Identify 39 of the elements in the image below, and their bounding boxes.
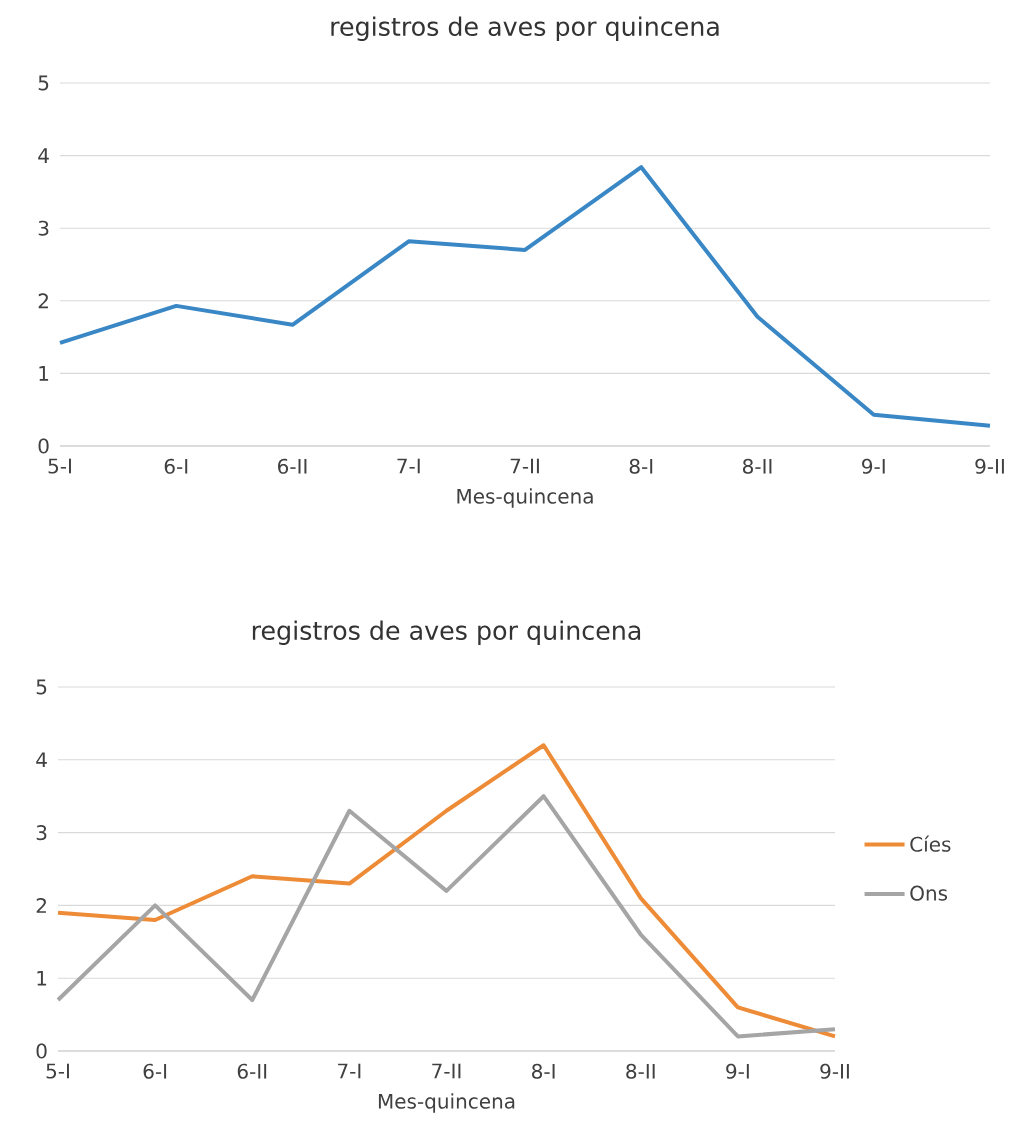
- x-tick-label: 5-I: [46, 1063, 69, 1079]
- chart-title: registros de aves por quincena: [252, 620, 641, 645]
- y-tick-label: 1: [39, 366, 49, 381]
- x-tick-label: 9-II: [975, 458, 1004, 474]
- x-tick-label: 9-I: [726, 1063, 749, 1079]
- y-tick-label: 5: [36, 679, 47, 695]
- x-tick-label: 9-II: [820, 1063, 849, 1079]
- x-axis-title: Mes-quincena: [457, 488, 593, 508]
- x-tick-label: 7-I: [397, 458, 420, 474]
- chart-title: registros de aves por quincena: [331, 16, 719, 41]
- x-tick-label: 8-II: [742, 458, 772, 474]
- x-tick-label: 6-I: [143, 1063, 167, 1079]
- y-tick-label: 4: [36, 752, 47, 768]
- x-axis-title: Mes-quincena: [378, 1093, 515, 1113]
- x-tick-label: 7-II: [432, 1063, 461, 1079]
- y-tick-label: 2: [36, 897, 46, 913]
- line-series: [56, 794, 837, 1039]
- x-tick-label: 7-II: [510, 458, 539, 474]
- line-series: [58, 165, 992, 428]
- x-tick-label: 6-I: [164, 458, 188, 474]
- y-tick-label: 3: [38, 220, 49, 236]
- x-tick-label: 8-II: [626, 1063, 655, 1079]
- x-tick-label: 5-I: [48, 458, 71, 474]
- y-tick-label: 1: [37, 970, 47, 986]
- line-series: [56, 743, 837, 1039]
- y-tick-label: 2: [38, 293, 48, 309]
- x-tick-label: 8-I: [629, 458, 653, 474]
- x-tick-label: 7-I: [338, 1063, 361, 1079]
- y-tick-label: 3: [36, 825, 47, 841]
- y-tick-label: 5: [38, 75, 49, 91]
- x-tick-label: 9-I: [862, 458, 885, 474]
- x-tick-label: 6-II: [278, 458, 307, 474]
- y-tick-label: 0: [36, 1043, 47, 1059]
- legend-label: Ons: [910, 885, 948, 901]
- y-tick-label: 4: [38, 148, 49, 163]
- legend-label: Cíes: [910, 835, 951, 852]
- x-tick-label: 8-I: [532, 1063, 555, 1079]
- x-tick-label: 6-II: [237, 1063, 267, 1079]
- y-tick-label: 0: [38, 438, 49, 454]
